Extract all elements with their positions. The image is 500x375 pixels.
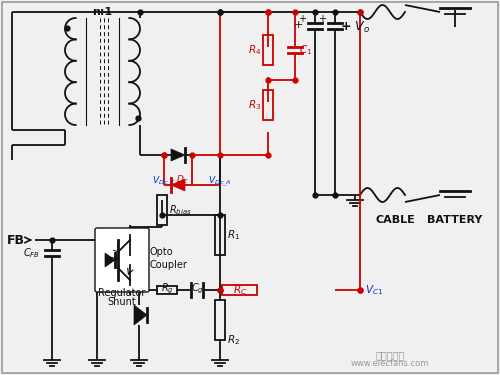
Text: CABLE: CABLE — [375, 215, 415, 225]
Text: 电子发烧友: 电子发烧友 — [376, 350, 404, 360]
Text: $V_{Dc\_K}$: $V_{Dc\_K}$ — [152, 174, 176, 189]
FancyBboxPatch shape — [157, 286, 177, 294]
Text: +: + — [318, 14, 326, 24]
Text: BATTERY: BATTERY — [428, 215, 482, 225]
FancyBboxPatch shape — [157, 195, 167, 225]
FancyBboxPatch shape — [263, 35, 273, 65]
FancyBboxPatch shape — [222, 285, 257, 295]
Text: $C_1$: $C_1$ — [299, 43, 312, 57]
Text: www.elecfans.com: www.elecfans.com — [351, 360, 429, 369]
Text: $D_C$: $D_C$ — [176, 173, 190, 186]
Text: $C_{FB}$: $C_{FB}$ — [23, 246, 40, 260]
Text: + $V_o$: + $V_o$ — [340, 20, 370, 35]
FancyBboxPatch shape — [215, 215, 225, 255]
Text: $R_3$: $R_3$ — [248, 98, 261, 112]
Text: $R_{bias}$: $R_{bias}$ — [169, 203, 192, 217]
Text: Shunt: Shunt — [108, 297, 136, 307]
Text: $V_{C1}$: $V_{C1}$ — [365, 283, 383, 297]
FancyBboxPatch shape — [215, 300, 225, 340]
Text: n:1: n:1 — [92, 7, 112, 17]
Text: $V_{Dc\_A}$: $V_{Dc\_A}$ — [208, 174, 232, 189]
Text: $R_2$: $R_2$ — [227, 333, 240, 347]
Text: $R_C$: $R_C$ — [233, 283, 247, 297]
Text: $C_g$: $C_g$ — [190, 282, 203, 296]
Polygon shape — [171, 179, 185, 191]
Polygon shape — [105, 253, 115, 267]
Text: FB: FB — [7, 234, 25, 246]
Text: +: + — [298, 14, 306, 24]
Polygon shape — [134, 305, 147, 325]
Text: $R_1$: $R_1$ — [227, 228, 240, 242]
Text: Regulator: Regulator — [98, 288, 146, 298]
Text: $R_g$: $R_g$ — [160, 282, 173, 296]
Polygon shape — [171, 149, 185, 161]
Text: $R_4$: $R_4$ — [248, 43, 261, 57]
FancyBboxPatch shape — [263, 90, 273, 120]
Text: Coupler: Coupler — [150, 260, 188, 270]
Text: +: + — [294, 20, 303, 30]
FancyBboxPatch shape — [95, 228, 149, 292]
Text: Opto: Opto — [150, 247, 174, 257]
